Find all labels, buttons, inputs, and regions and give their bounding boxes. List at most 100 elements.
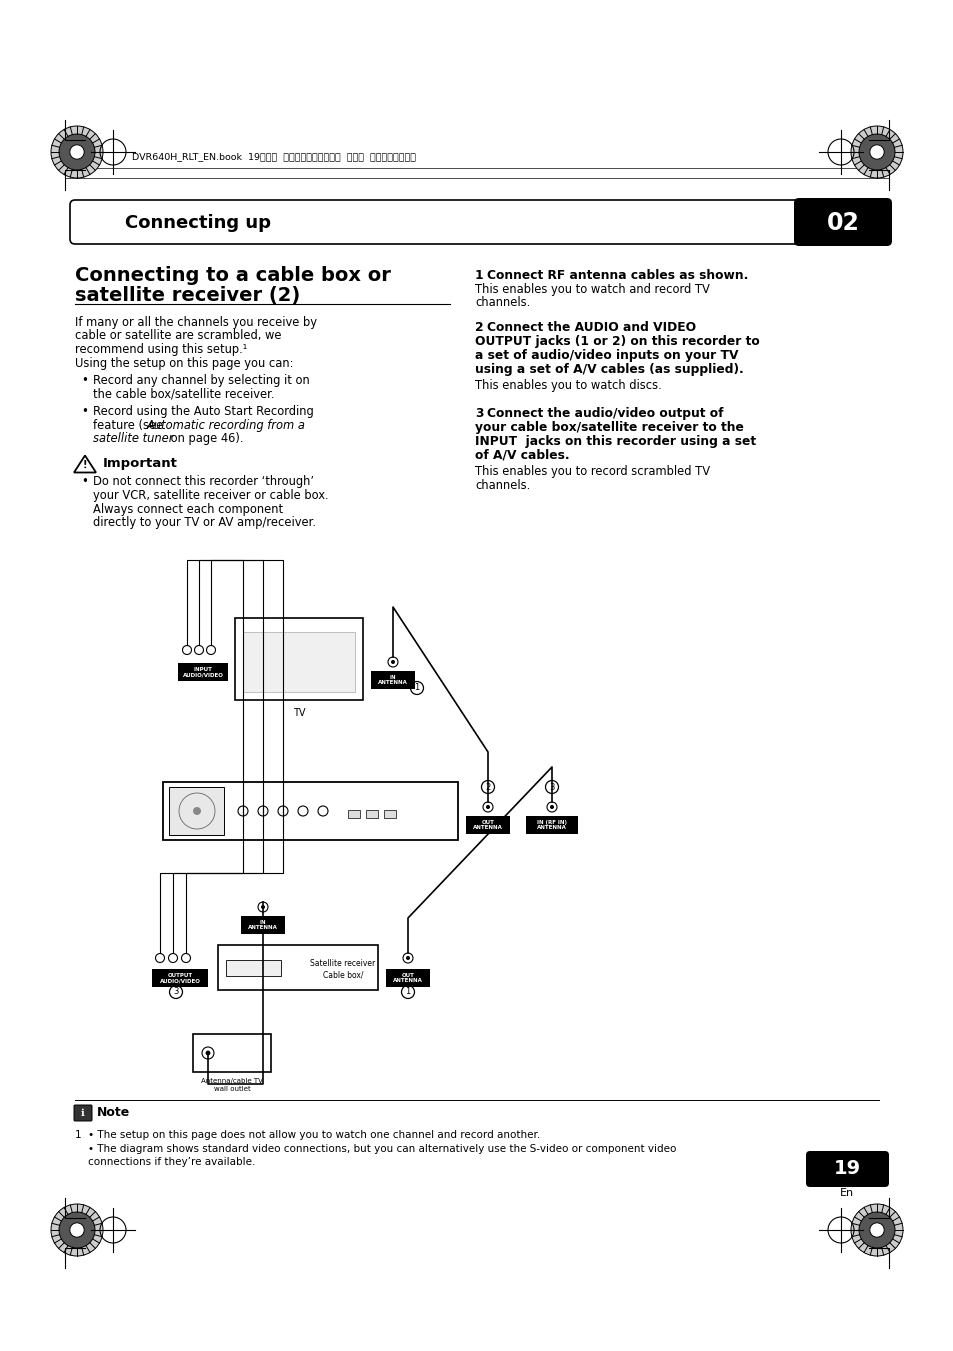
Circle shape <box>391 661 395 663</box>
Text: IN (RF IN): IN (RF IN) <box>537 820 566 824</box>
Bar <box>241 916 285 934</box>
Text: •: • <box>81 405 88 417</box>
Text: satellite receiver (2): satellite receiver (2) <box>75 286 300 305</box>
Circle shape <box>51 1204 103 1256</box>
Text: using a set of A/V cables (as supplied).: using a set of A/V cables (as supplied). <box>475 363 743 376</box>
Text: ANTENNA: ANTENNA <box>537 825 566 831</box>
Text: your VCR, satellite receiver or cable box.: your VCR, satellite receiver or cable bo… <box>92 489 328 503</box>
Text: Record any channel by selecting it on: Record any channel by selecting it on <box>92 374 310 386</box>
Text: 1  • The setup on this page does not allow you to watch one channel and record a: 1 • The setup on this page does not allo… <box>75 1129 539 1140</box>
Circle shape <box>261 905 265 909</box>
Text: !: ! <box>83 461 87 470</box>
Text: En: En <box>839 1188 853 1198</box>
Text: Connecting up: Connecting up <box>125 213 271 232</box>
Text: a set of audio/video inputs on your TV: a set of audio/video inputs on your TV <box>475 349 738 362</box>
Text: channels.: channels. <box>475 480 530 492</box>
Circle shape <box>70 1223 84 1238</box>
Bar <box>384 811 395 817</box>
Text: ANTENNA: ANTENNA <box>473 825 502 831</box>
Text: Connecting to a cable box or: Connecting to a cable box or <box>75 266 391 285</box>
Circle shape <box>70 145 84 159</box>
Bar <box>386 969 430 988</box>
Text: of A/V cables.: of A/V cables. <box>475 449 569 462</box>
Bar <box>371 671 415 689</box>
Text: If many or all the channels you receive by: If many or all the channels you receive … <box>75 316 316 330</box>
Text: 3: 3 <box>549 782 554 792</box>
Text: Satellite receiver: Satellite receiver <box>310 958 375 967</box>
FancyBboxPatch shape <box>805 1151 888 1188</box>
Bar <box>366 811 377 817</box>
Text: channels.: channels. <box>475 296 530 309</box>
Text: •: • <box>81 476 88 489</box>
Text: connections if they’re available.: connections if they’re available. <box>75 1156 255 1167</box>
Text: recommend using this setup.¹: recommend using this setup.¹ <box>75 343 247 357</box>
Circle shape <box>858 1212 894 1248</box>
Text: INPUT  jacks on this recorder using a set: INPUT jacks on this recorder using a set <box>475 435 756 449</box>
Text: Antenna/cable TV: Antenna/cable TV <box>201 1078 263 1084</box>
Text: wall outlet: wall outlet <box>213 1086 250 1092</box>
Text: 19: 19 <box>833 1159 860 1178</box>
Text: ANTENNA: ANTENNA <box>377 681 408 685</box>
Text: Record using the Auto Start Recording: Record using the Auto Start Recording <box>92 405 314 417</box>
Text: satellite tuner: satellite tuner <box>92 432 173 444</box>
Bar <box>178 663 228 681</box>
Text: OUTPUT: OUTPUT <box>168 973 193 978</box>
Text: OUT: OUT <box>481 820 494 824</box>
Text: • The diagram shows standard video connections, but you can alternatively use th: • The diagram shows standard video conne… <box>75 1144 676 1154</box>
Text: Connect RF antenna cables as shown.: Connect RF antenna cables as shown. <box>486 269 747 282</box>
Text: OUTPUT jacks (1 or 2) on this recorder to: OUTPUT jacks (1 or 2) on this recorder t… <box>475 335 759 349</box>
Text: Always connect each component: Always connect each component <box>92 503 283 516</box>
Text: 02: 02 <box>825 211 859 235</box>
Text: This enables you to watch and record TV: This enables you to watch and record TV <box>475 282 709 296</box>
Circle shape <box>59 134 95 170</box>
Text: This enables you to watch discs.: This enables you to watch discs. <box>475 380 661 392</box>
Text: 1: 1 <box>414 684 419 693</box>
Text: ANTENNA: ANTENNA <box>248 925 277 931</box>
Circle shape <box>869 1223 883 1238</box>
Text: Using the setup on this page you can:: Using the setup on this page you can: <box>75 357 294 370</box>
Circle shape <box>485 805 490 809</box>
Text: 3: 3 <box>475 407 483 420</box>
Circle shape <box>869 145 883 159</box>
Bar <box>152 969 208 988</box>
Bar <box>465 816 510 834</box>
Circle shape <box>51 126 103 178</box>
Bar <box>218 944 377 990</box>
Text: directly to your TV or AV amp/receiver.: directly to your TV or AV amp/receiver. <box>92 516 315 530</box>
Text: Connect the AUDIO and VIDEO: Connect the AUDIO and VIDEO <box>486 322 696 334</box>
Text: Automatic recording from a: Automatic recording from a <box>147 419 306 431</box>
Text: ℹ: ℹ <box>81 1108 85 1119</box>
FancyBboxPatch shape <box>793 199 891 246</box>
Circle shape <box>850 126 902 178</box>
FancyBboxPatch shape <box>74 1105 91 1121</box>
Text: •: • <box>81 374 88 386</box>
Circle shape <box>206 1051 211 1055</box>
Text: the cable box/satellite receiver.: the cable box/satellite receiver. <box>92 388 274 400</box>
Text: INPUT: INPUT <box>193 667 213 671</box>
Bar <box>348 811 359 817</box>
Circle shape <box>59 1212 95 1248</box>
Text: your cable box/satellite receiver to the: your cable box/satellite receiver to the <box>475 422 743 434</box>
Text: IN: IN <box>259 920 266 924</box>
Text: OUT: OUT <box>401 973 414 978</box>
Text: DVR640H_RLT_EN.book  19ページ  ２００６年４月１１日  火曜日  午後１２晌２６分: DVR640H_RLT_EN.book 19ページ ２００６年４月１１日 火曜日… <box>132 153 416 162</box>
Circle shape <box>850 1204 902 1256</box>
Text: Connect the audio/video output of: Connect the audio/video output of <box>486 407 722 420</box>
Text: feature (see: feature (see <box>92 419 167 431</box>
Circle shape <box>858 134 894 170</box>
Bar <box>234 617 363 700</box>
Circle shape <box>406 957 410 961</box>
Bar <box>525 816 578 834</box>
Text: Cable box/: Cable box/ <box>322 970 363 979</box>
Text: 2: 2 <box>475 322 483 334</box>
Text: 3: 3 <box>173 988 178 997</box>
Text: Important: Important <box>103 458 177 470</box>
Text: cable or satellite are scrambled, we: cable or satellite are scrambled, we <box>75 330 281 343</box>
Text: 2: 2 <box>485 782 490 792</box>
Text: AUDIO/VIDEO: AUDIO/VIDEO <box>182 673 223 677</box>
Circle shape <box>550 805 554 809</box>
Bar <box>169 788 224 835</box>
Text: IN: IN <box>389 674 395 680</box>
Bar <box>243 632 355 692</box>
Text: This enables you to record scrambled TV: This enables you to record scrambled TV <box>475 465 709 478</box>
